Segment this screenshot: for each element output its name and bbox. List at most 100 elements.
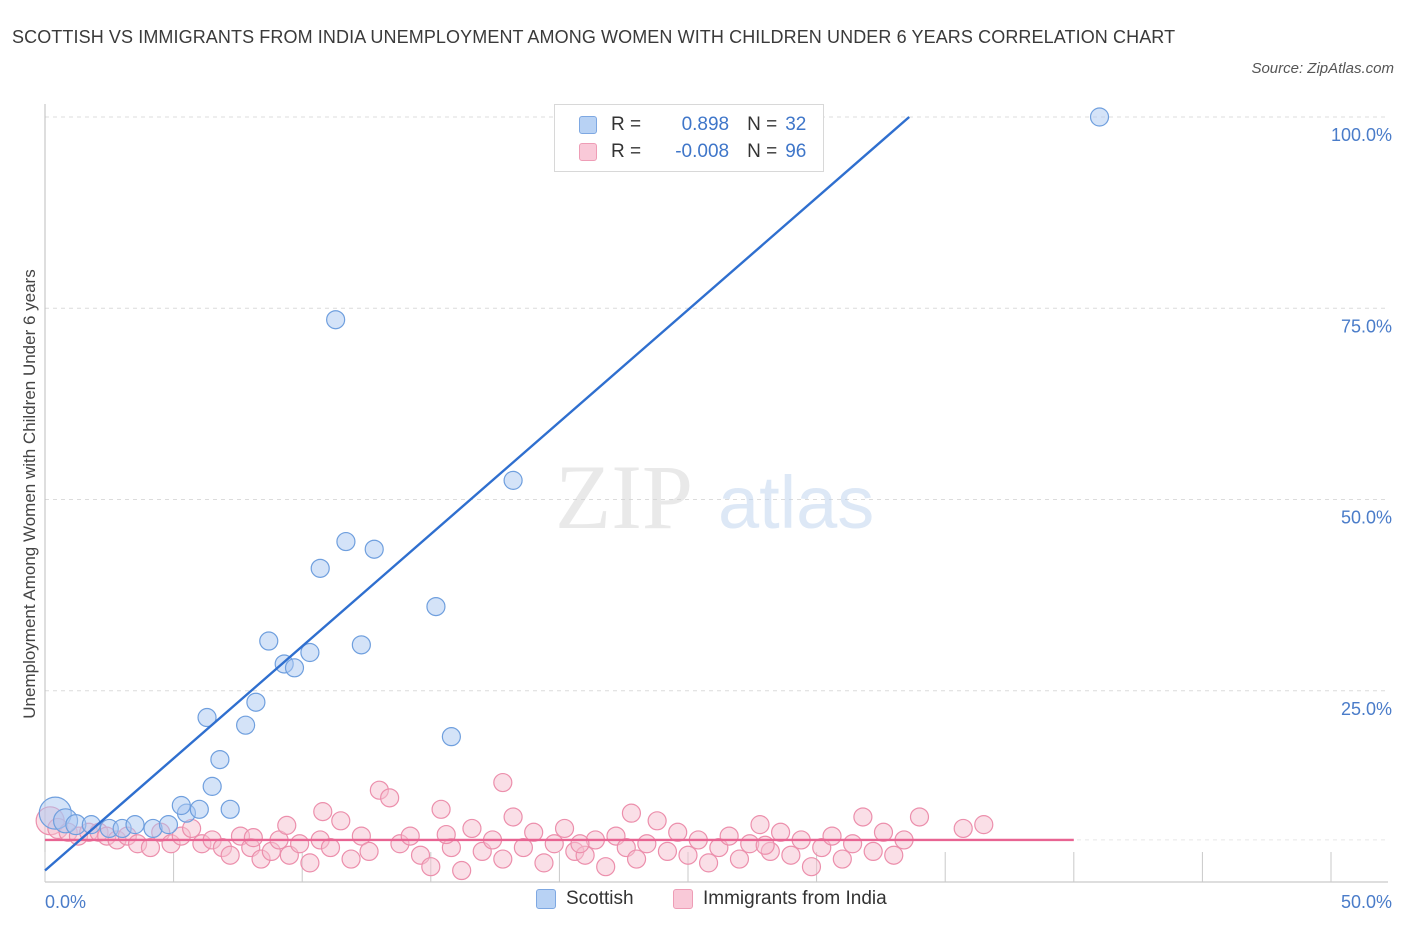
- scottish-point: [310, 558, 330, 578]
- india-point: [822, 826, 842, 846]
- india-point: [863, 841, 883, 862]
- india-point: [953, 818, 973, 839]
- india-point: [843, 834, 863, 854]
- legend-india-r: -0.008: [675, 141, 730, 162]
- india-point: [493, 849, 513, 869]
- y-tick-label-25: 25.0%: [1341, 699, 1392, 719]
- india-point: [678, 845, 698, 865]
- legend-scottish-r: 0.898: [681, 114, 730, 135]
- india-point: [243, 828, 263, 848]
- legend-r-label: R =: [611, 141, 642, 162]
- india-point: [884, 845, 904, 865]
- india-point: [647, 811, 667, 831]
- legend-n-label: N =: [747, 114, 778, 135]
- scottish-point: [197, 707, 217, 728]
- india-point: [909, 807, 930, 827]
- india-point: [657, 841, 678, 862]
- india-point: [729, 849, 750, 869]
- scottish-point: [259, 631, 279, 651]
- india-point: [359, 841, 379, 862]
- india-point: [770, 822, 791, 842]
- india-point: [974, 815, 994, 835]
- legend-item-scottish[interactable]: Scottish: [536, 888, 634, 910]
- india-point: [462, 818, 482, 839]
- scottish-point: [81, 815, 101, 835]
- chart-title: SCOTTISH VS IMMIGRANTS FROM INDIA UNEMPL…: [12, 27, 1176, 47]
- india-point: [380, 788, 400, 808]
- india-point: [313, 802, 333, 822]
- india-point: [750, 815, 770, 835]
- x-tick-label-max: 50.0%: [1341, 892, 1392, 912]
- x-tick-label-min: 0.0%: [45, 892, 86, 912]
- watermark-zip: ZIP: [555, 446, 693, 548]
- india-point: [801, 857, 822, 877]
- scottish-point: [202, 776, 222, 796]
- legend-row-scottish: R = 0.898 N = 32: [579, 113, 806, 137]
- scottish-point: [284, 658, 305, 678]
- india-point: [668, 822, 688, 842]
- scottish-trend-line: [44, 116, 910, 872]
- correlation-legend: R = 0.898 N = 32 R = -0.008 N = 96: [554, 104, 824, 172]
- scottish-point: [236, 715, 256, 735]
- scottish-point: [220, 799, 240, 819]
- y-tick-label-100: 100.0%: [1331, 125, 1392, 145]
- india-point: [400, 826, 420, 846]
- india-point: [524, 822, 544, 842]
- india-point: [534, 853, 554, 873]
- india-point: [331, 811, 351, 831]
- india-point: [277, 815, 297, 835]
- scottish-point: [246, 692, 266, 712]
- india-point: [341, 849, 361, 869]
- india-point: [570, 834, 590, 854]
- scottish-point: [326, 310, 346, 330]
- legend-india-n: 96: [785, 141, 807, 162]
- scottish-point: [300, 642, 320, 663]
- india-point: [698, 853, 719, 873]
- india-point: [873, 822, 894, 842]
- india-point: [853, 807, 873, 827]
- source-label: Source: ZipAtlas.com: [1251, 60, 1394, 77]
- india-point: [554, 818, 575, 839]
- india-point: [626, 849, 647, 869]
- axes: [44, 104, 1388, 883]
- india-point: [320, 837, 341, 858]
- tick-labels: 25.0% 50.0% 75.0% 100.0% 0.0% 50.0%: [45, 125, 1392, 912]
- india-point: [781, 845, 801, 865]
- india-points: [35, 772, 994, 881]
- scottish-point: [426, 596, 446, 617]
- india-point: [596, 857, 616, 877]
- scottish-legend-swatch: [536, 889, 556, 909]
- scottish-point: [503, 470, 523, 490]
- watermark: ZIP atlas: [555, 446, 874, 548]
- scottish-point: [171, 795, 191, 816]
- legend-india-label: Immigrants from India: [703, 888, 887, 909]
- y-tick-label-50: 50.0%: [1341, 508, 1392, 528]
- watermark-atlas: atlas: [718, 461, 874, 544]
- india-point: [621, 803, 642, 823]
- scottish-point: [189, 799, 209, 819]
- legend-r-label: R =: [611, 114, 642, 135]
- legend-scottish-n: 32: [785, 114, 807, 135]
- trend-lines: [44, 116, 1074, 872]
- india-point: [140, 837, 161, 858]
- scottish-point: [1089, 107, 1110, 127]
- india-point: [452, 860, 472, 881]
- y-tick-label-75: 75.0%: [1341, 316, 1392, 336]
- scottish-swatch: [579, 116, 597, 134]
- series-legend: Scottish Immigrants from India: [0, 888, 1406, 916]
- legend-item-india[interactable]: Immigrants from India: [673, 888, 887, 910]
- india-point: [421, 857, 441, 877]
- scottish-point: [336, 531, 356, 552]
- scottish-point: [364, 539, 384, 559]
- india-point: [544, 834, 564, 854]
- india-point: [431, 799, 451, 819]
- legend-row-india: R = -0.008 N = 96: [579, 140, 806, 164]
- scottish-point: [125, 815, 145, 835]
- scottish-point: [210, 749, 230, 770]
- legend-n-label: N =: [747, 141, 778, 162]
- india-swatch: [579, 143, 597, 161]
- scottish-point: [441, 727, 461, 747]
- india-point: [637, 834, 657, 854]
- india-point: [300, 853, 320, 873]
- india-point: [832, 849, 852, 869]
